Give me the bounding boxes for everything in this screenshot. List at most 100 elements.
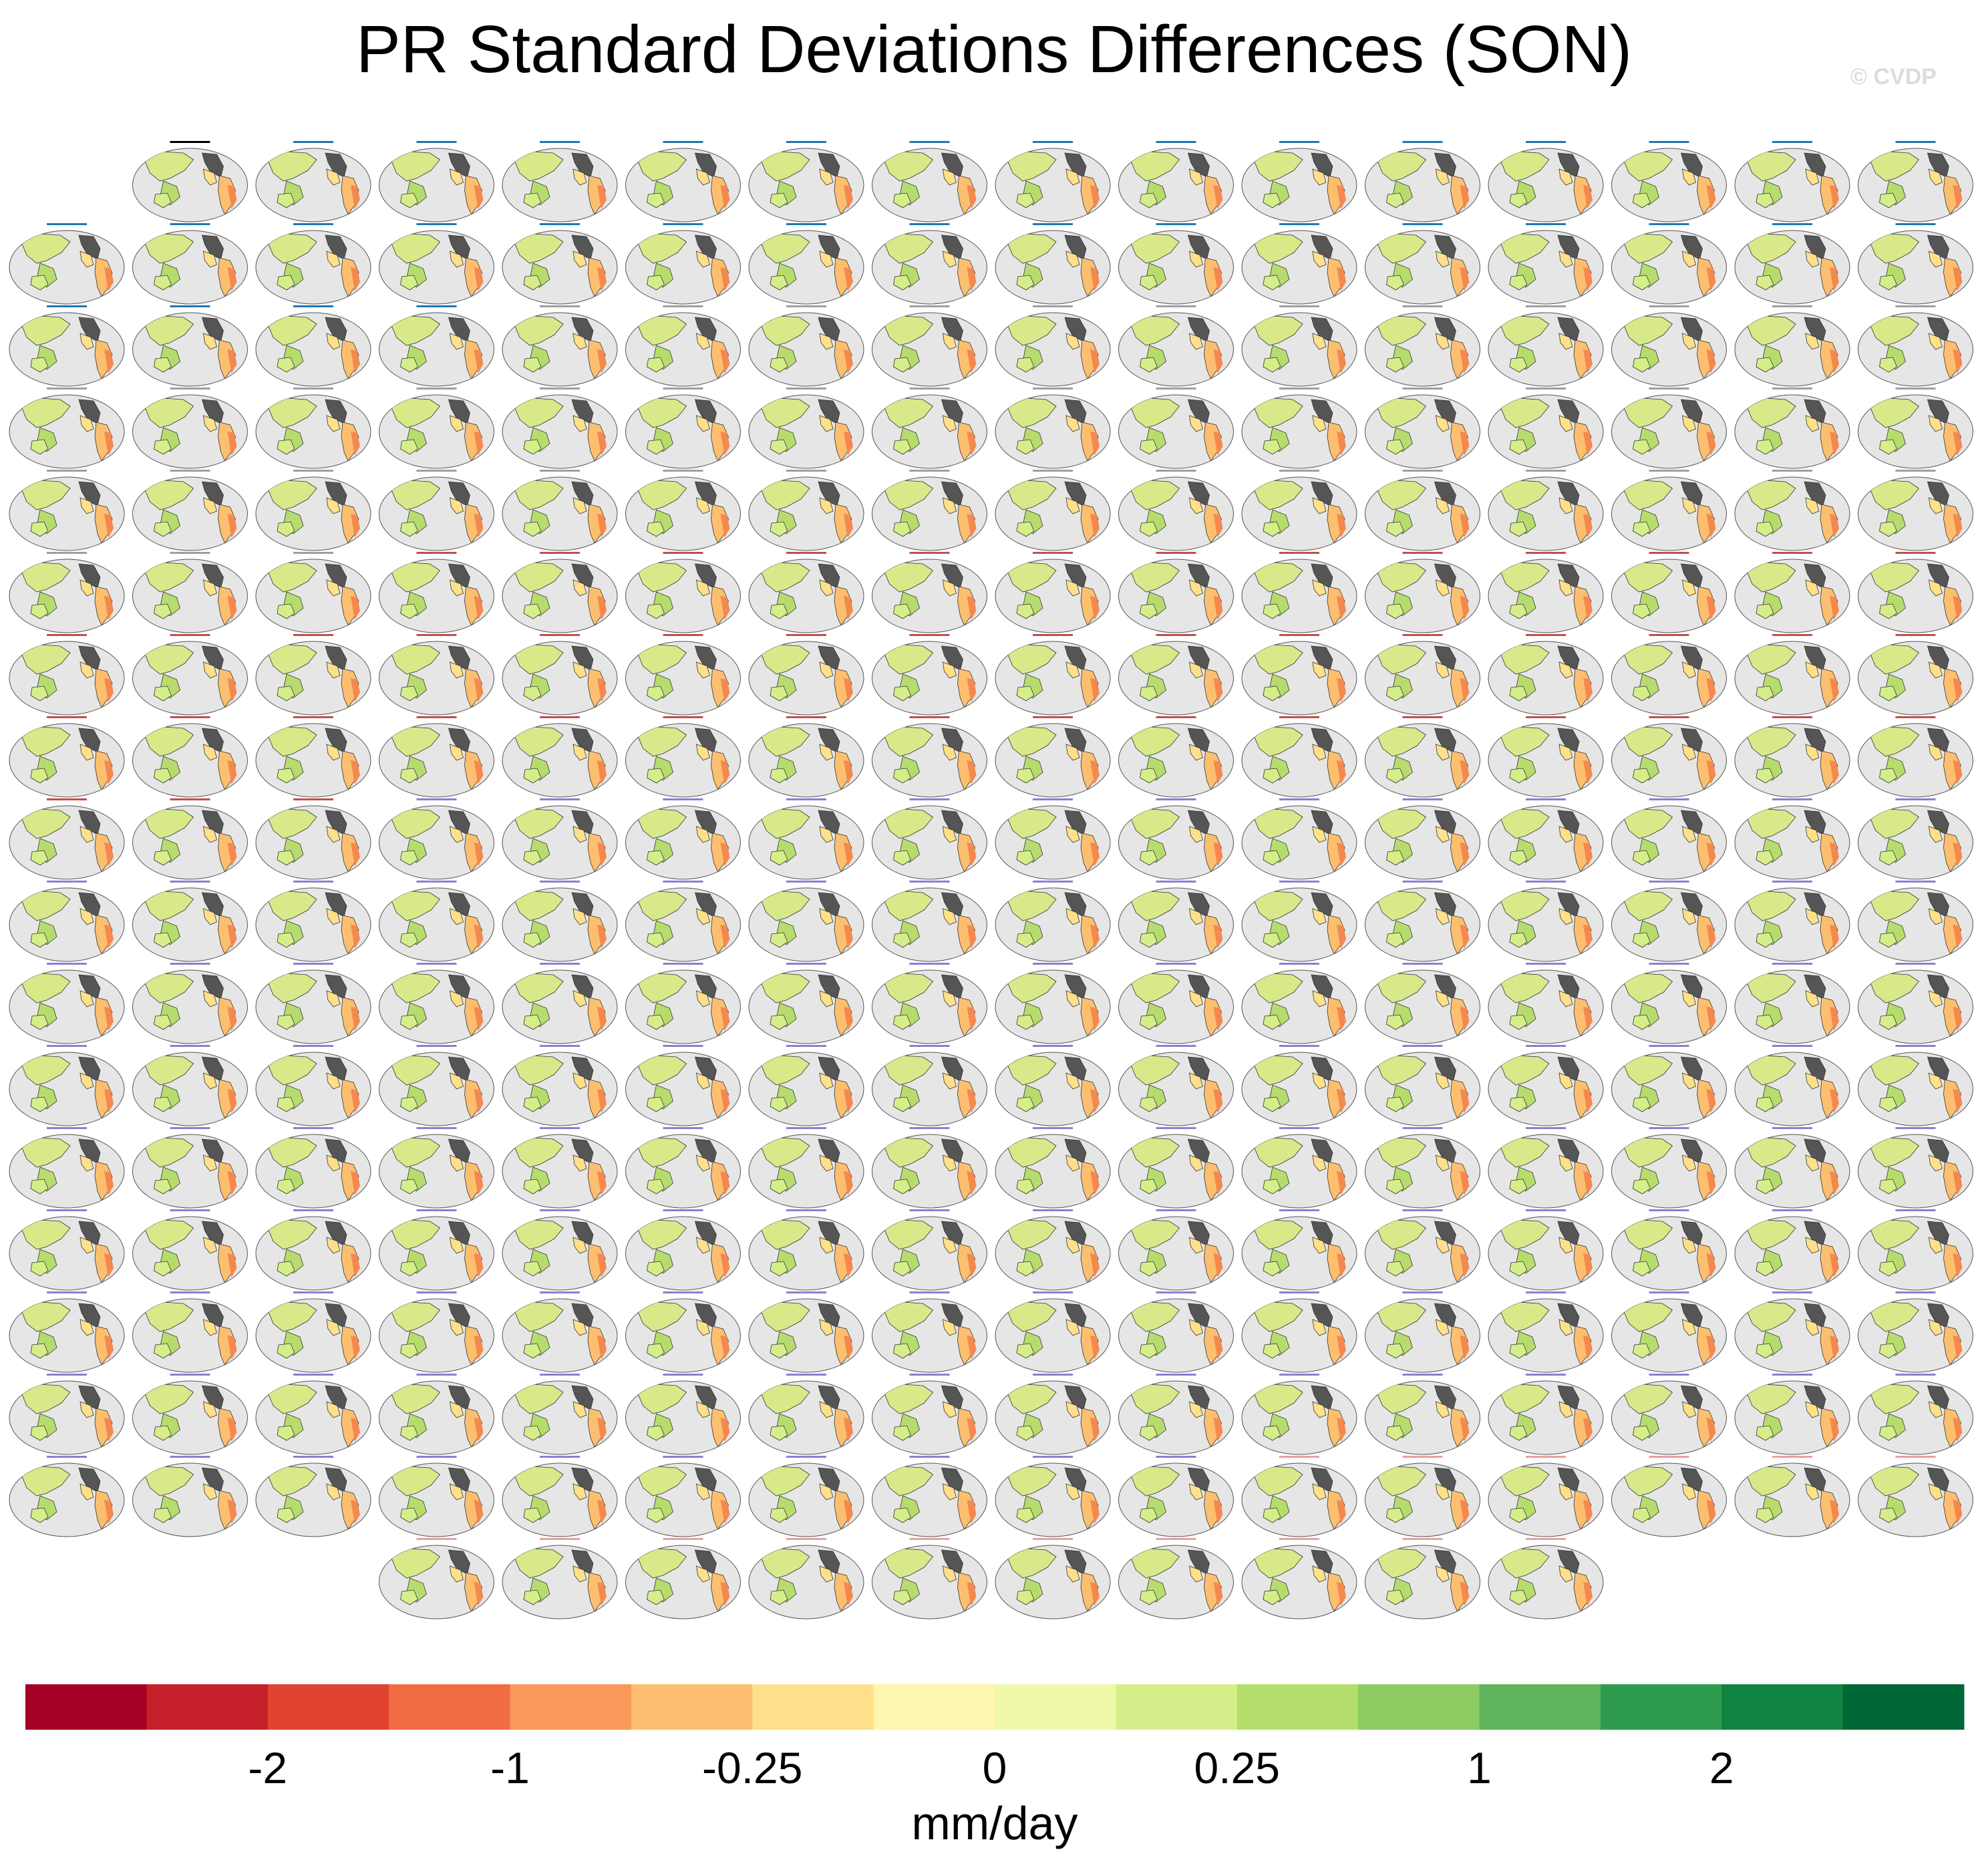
map-panel — [1118, 223, 1234, 305]
panel-label-mark — [1649, 881, 1689, 883]
panel-label-mark — [416, 963, 457, 965]
panel-label-mark — [1649, 141, 1689, 143]
map-panel — [872, 634, 987, 716]
panel-label-mark — [1156, 1209, 1196, 1211]
map-panel — [132, 1127, 248, 1209]
colorbar-segment — [1358, 1684, 1480, 1730]
map-panel — [1365, 387, 1480, 469]
panel-label-mark — [1895, 305, 1936, 307]
panel-label-mark — [909, 1127, 950, 1129]
map-panel — [625, 552, 741, 633]
panel-label-mark — [1402, 1045, 1443, 1047]
map-panel — [132, 552, 248, 633]
panel-label-mark — [1895, 963, 1936, 965]
panel-label-mark — [293, 305, 333, 307]
map-panel — [1611, 634, 1727, 716]
panel-label-mark — [786, 1538, 826, 1540]
panel-label-mark — [293, 1127, 333, 1129]
panel-label-mark — [293, 881, 333, 883]
map-panel — [502, 387, 618, 469]
panel-label-mark — [1649, 963, 1689, 965]
map-panel — [1118, 141, 1234, 222]
map-panel — [1488, 1127, 1604, 1209]
map-panel — [1611, 387, 1727, 469]
panel-label-mark — [416, 387, 457, 390]
map-panel — [1365, 1209, 1480, 1291]
panel-label-mark — [1033, 963, 1073, 965]
panel-label-mark — [293, 798, 333, 800]
map-panel — [872, 1045, 987, 1126]
map-panel — [995, 141, 1111, 222]
map-panel — [9, 1456, 125, 1537]
panel-label-mark — [1772, 634, 1812, 636]
map-panel — [625, 1374, 741, 1455]
map-panel — [255, 634, 371, 716]
map-panel — [9, 716, 125, 798]
map-panel — [1858, 963, 1973, 1044]
panel-label-mark — [786, 387, 826, 390]
panel-label-mark — [1895, 1374, 1936, 1376]
panel-label-mark — [1526, 798, 1566, 800]
map-panel — [625, 963, 741, 1044]
panel-label-mark — [909, 1456, 950, 1458]
map-panel — [1858, 634, 1973, 716]
colorbar-tick-label: 1 — [1467, 1743, 1492, 1793]
panel-label-mark — [909, 798, 950, 800]
panel-label-mark — [1033, 881, 1073, 883]
map-panel — [1488, 1456, 1604, 1537]
map-panel — [502, 1127, 618, 1209]
panel-label-mark — [170, 1291, 210, 1293]
map-panel — [1365, 634, 1480, 716]
panel-label-mark — [909, 305, 950, 307]
map-panel — [1118, 387, 1234, 469]
map-panel — [995, 1127, 1111, 1209]
panel-label-mark — [1526, 470, 1566, 472]
panel-label-mark — [1402, 141, 1443, 143]
map-panel — [379, 1209, 494, 1291]
map-panel — [1858, 305, 1973, 387]
map-panel — [995, 1209, 1111, 1291]
map-panel — [872, 1374, 987, 1455]
map-panel — [872, 1291, 987, 1373]
panel-label-mark — [1649, 470, 1689, 472]
map-panel — [255, 223, 371, 305]
panel-label-mark — [1772, 1209, 1812, 1211]
panel-label-mark — [1156, 141, 1196, 143]
panel-label-mark — [1895, 223, 1936, 225]
panel-label-mark — [293, 470, 333, 472]
map-panel — [502, 716, 618, 798]
panel-label-mark — [1033, 716, 1073, 718]
map-panel — [1118, 634, 1234, 716]
map-panel — [872, 1456, 987, 1537]
map-panel — [625, 1127, 741, 1209]
panel-label-mark — [1279, 141, 1319, 143]
map-panel — [379, 881, 494, 962]
map-panel — [255, 1127, 371, 1209]
map-panel — [1365, 1538, 1480, 1619]
map-panel — [748, 387, 864, 469]
panel-label-mark — [909, 141, 950, 143]
colorbar-segment — [510, 1684, 632, 1730]
panel-label-mark — [1649, 1209, 1689, 1211]
map-panel — [255, 1045, 371, 1126]
colorbar-segment — [267, 1684, 389, 1730]
panel-label-mark — [1526, 1209, 1566, 1211]
panel-label-mark — [1033, 387, 1073, 390]
panel-label-mark — [293, 963, 333, 965]
colorbar-segment — [752, 1684, 874, 1730]
map-panel — [1365, 1045, 1480, 1126]
map-panel — [1734, 1456, 1850, 1537]
panel-label-mark — [1772, 1127, 1812, 1129]
panel-label-mark — [1649, 1045, 1689, 1047]
panel-label-mark — [540, 552, 580, 554]
panel-label-mark — [416, 716, 457, 718]
panel-label-mark — [1156, 223, 1196, 225]
panel-label-mark — [1526, 716, 1566, 718]
panel-label-mark — [1526, 1045, 1566, 1047]
map-panel — [748, 716, 864, 798]
map-panel — [255, 470, 371, 551]
colorbar-segment — [389, 1684, 510, 1730]
map-panel — [9, 223, 125, 305]
map-panel — [9, 798, 125, 880]
map-panel — [625, 470, 741, 551]
